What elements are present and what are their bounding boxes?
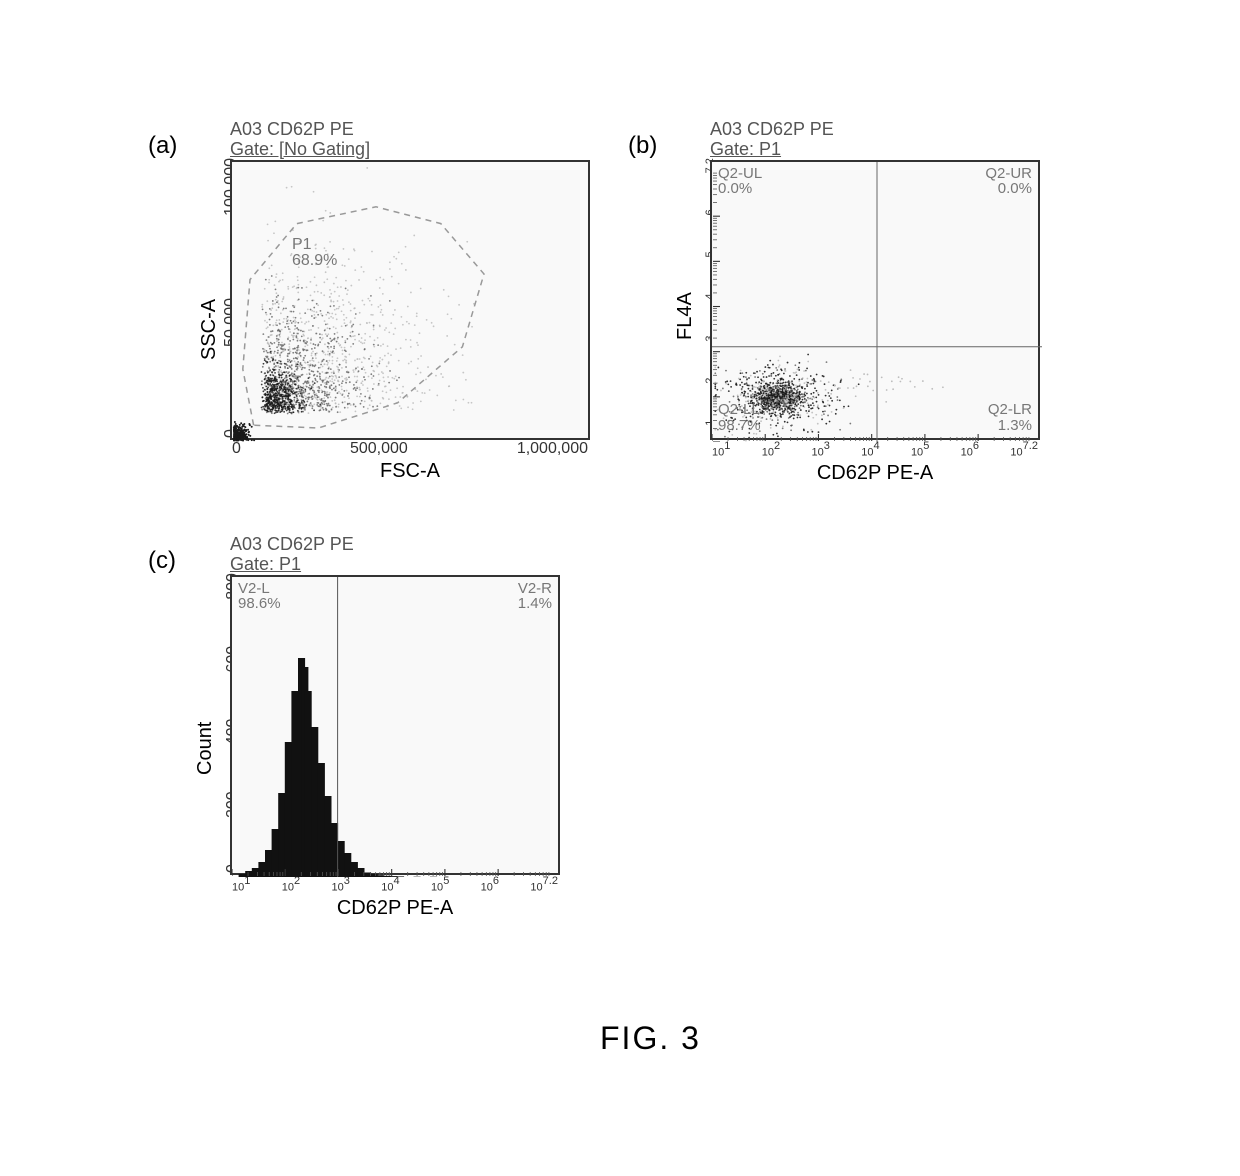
panel-row-1: (a) A03 CD62P PE Gate: [No Gating] SSC-A… bbox=[180, 120, 1080, 485]
log-tick: 105 bbox=[431, 875, 449, 895]
panel-c-title-line1: A03 CD62P PE bbox=[230, 534, 354, 554]
panel-c-xlabel: CD62P PE-A bbox=[230, 897, 560, 920]
quad-ll: Q2-LL 98.7% bbox=[718, 402, 761, 434]
log-tick: 107.2 bbox=[530, 875, 558, 895]
panel-c-xticks: 101 102 103 104 105 106 107.2 bbox=[230, 875, 560, 895]
panel-c-svg bbox=[232, 577, 562, 877]
region-l-pct: 98.6% bbox=[238, 595, 281, 612]
quad-lr-name: Q2-LR bbox=[988, 401, 1032, 418]
region-l-name: V2-L bbox=[238, 580, 270, 597]
panel-a-title-line2: Gate: [No Gating] bbox=[230, 139, 370, 159]
panel-b-svg bbox=[712, 162, 1042, 442]
panel-a-plot: P1 68.9% bbox=[230, 160, 590, 440]
panel-b-ylabel: FL4A bbox=[674, 292, 697, 340]
xtick: 500,000 bbox=[350, 440, 408, 458]
panel-a-ylabel: SSC-A bbox=[198, 298, 221, 359]
panel-a-title-line1: A03 CD62P PE bbox=[230, 119, 354, 139]
region-l: V2-L 98.6% bbox=[238, 581, 281, 613]
gate-percent: 68.9% bbox=[292, 252, 337, 269]
panel-c-plot: V2-L 98.6% V2-R 1.4% bbox=[230, 575, 560, 875]
quad-ur-name: Q2-UR bbox=[985, 165, 1032, 182]
log-tick: 103 bbox=[331, 875, 349, 895]
panel-b-xlabel: CD62P PE-A bbox=[710, 462, 1040, 485]
panel-a-title: A03 CD62P PE Gate: [No Gating] bbox=[230, 120, 600, 160]
panel-c-ylabel: Count bbox=[194, 721, 217, 774]
quad-ul-pct: 0.0% bbox=[718, 180, 752, 197]
quad-ul-name: Q2-UL bbox=[718, 165, 762, 182]
log-tick: 106 bbox=[961, 440, 979, 460]
log-tick: 104 bbox=[381, 875, 399, 895]
panel-b-title-line2: Gate: P1 bbox=[710, 139, 781, 159]
xtick: 1,000,000 bbox=[517, 440, 588, 458]
quad-ll-pct: 98.7% bbox=[718, 417, 761, 434]
log-tick: 101 bbox=[232, 875, 250, 895]
panel-a-label: (a) bbox=[148, 132, 177, 160]
region-r-pct: 1.4% bbox=[518, 595, 552, 612]
panel-a-gate-label: P1 68.9% bbox=[292, 237, 337, 271]
figure-caption: FIG. 3 bbox=[600, 1020, 701, 1057]
figure-container: (a) A03 CD62P PE Gate: [No Gating] SSC-A… bbox=[180, 120, 1080, 970]
panel-c-title: A03 CD62P PE Gate: P1 bbox=[230, 535, 580, 575]
quad-ll-name: Q2-LL bbox=[718, 401, 760, 418]
quad-ur: Q2-UR 0.0% bbox=[985, 166, 1032, 198]
quad-ur-pct: 0.0% bbox=[998, 180, 1032, 197]
panel-b: (b) A03 CD62P PE Gate: P1 FL4A 101102103… bbox=[660, 120, 1060, 485]
quad-ul: Q2-UL 0.0% bbox=[718, 166, 762, 198]
panel-a-xlabel: FSC-A bbox=[230, 460, 590, 483]
log-tick: 107.2 bbox=[1010, 440, 1038, 460]
panel-b-title-line1: A03 CD62P PE bbox=[710, 119, 834, 139]
log-tick: 101 bbox=[712, 440, 730, 460]
panel-b-plot: Q2-UL 0.0% Q2-UR 0.0% Q2-LR 1.3% Q2-LL bbox=[710, 160, 1040, 440]
log-tick: 106 bbox=[481, 875, 499, 895]
region-r: V2-R 1.4% bbox=[518, 581, 552, 613]
panel-c: (c) A03 CD62P PE Gate: P1 Count 0 200 40… bbox=[180, 535, 580, 920]
panel-c-title-line2: Gate: P1 bbox=[230, 554, 301, 574]
panel-b-title: A03 CD62P PE Gate: P1 bbox=[710, 120, 1060, 160]
panel-row-2: (c) A03 CD62P PE Gate: P1 Count 0 200 40… bbox=[180, 535, 1080, 920]
log-tick: 102 bbox=[282, 875, 300, 895]
panel-b-xticks: 101 102 103 104 105 106 107.2 bbox=[710, 440, 1040, 460]
log-tick: 102 bbox=[762, 440, 780, 460]
panel-a-svg bbox=[232, 162, 592, 442]
log-tick: 105 bbox=[911, 440, 929, 460]
region-r-name: V2-R bbox=[518, 580, 552, 597]
quad-lr: Q2-LR 1.3% bbox=[988, 402, 1032, 434]
panel-b-label: (b) bbox=[628, 132, 657, 160]
gate-name: P1 bbox=[292, 236, 312, 253]
log-tick: 103 bbox=[811, 440, 829, 460]
panel-a: (a) A03 CD62P PE Gate: [No Gating] SSC-A… bbox=[180, 120, 600, 485]
panel-a-xticks: 0 500,000 1,000,000 bbox=[230, 440, 590, 458]
quad-lr-pct: 1.3% bbox=[998, 417, 1032, 434]
panel-c-label: (c) bbox=[148, 547, 176, 575]
log-tick: 104 bbox=[861, 440, 879, 460]
xtick: 0 bbox=[232, 440, 241, 458]
